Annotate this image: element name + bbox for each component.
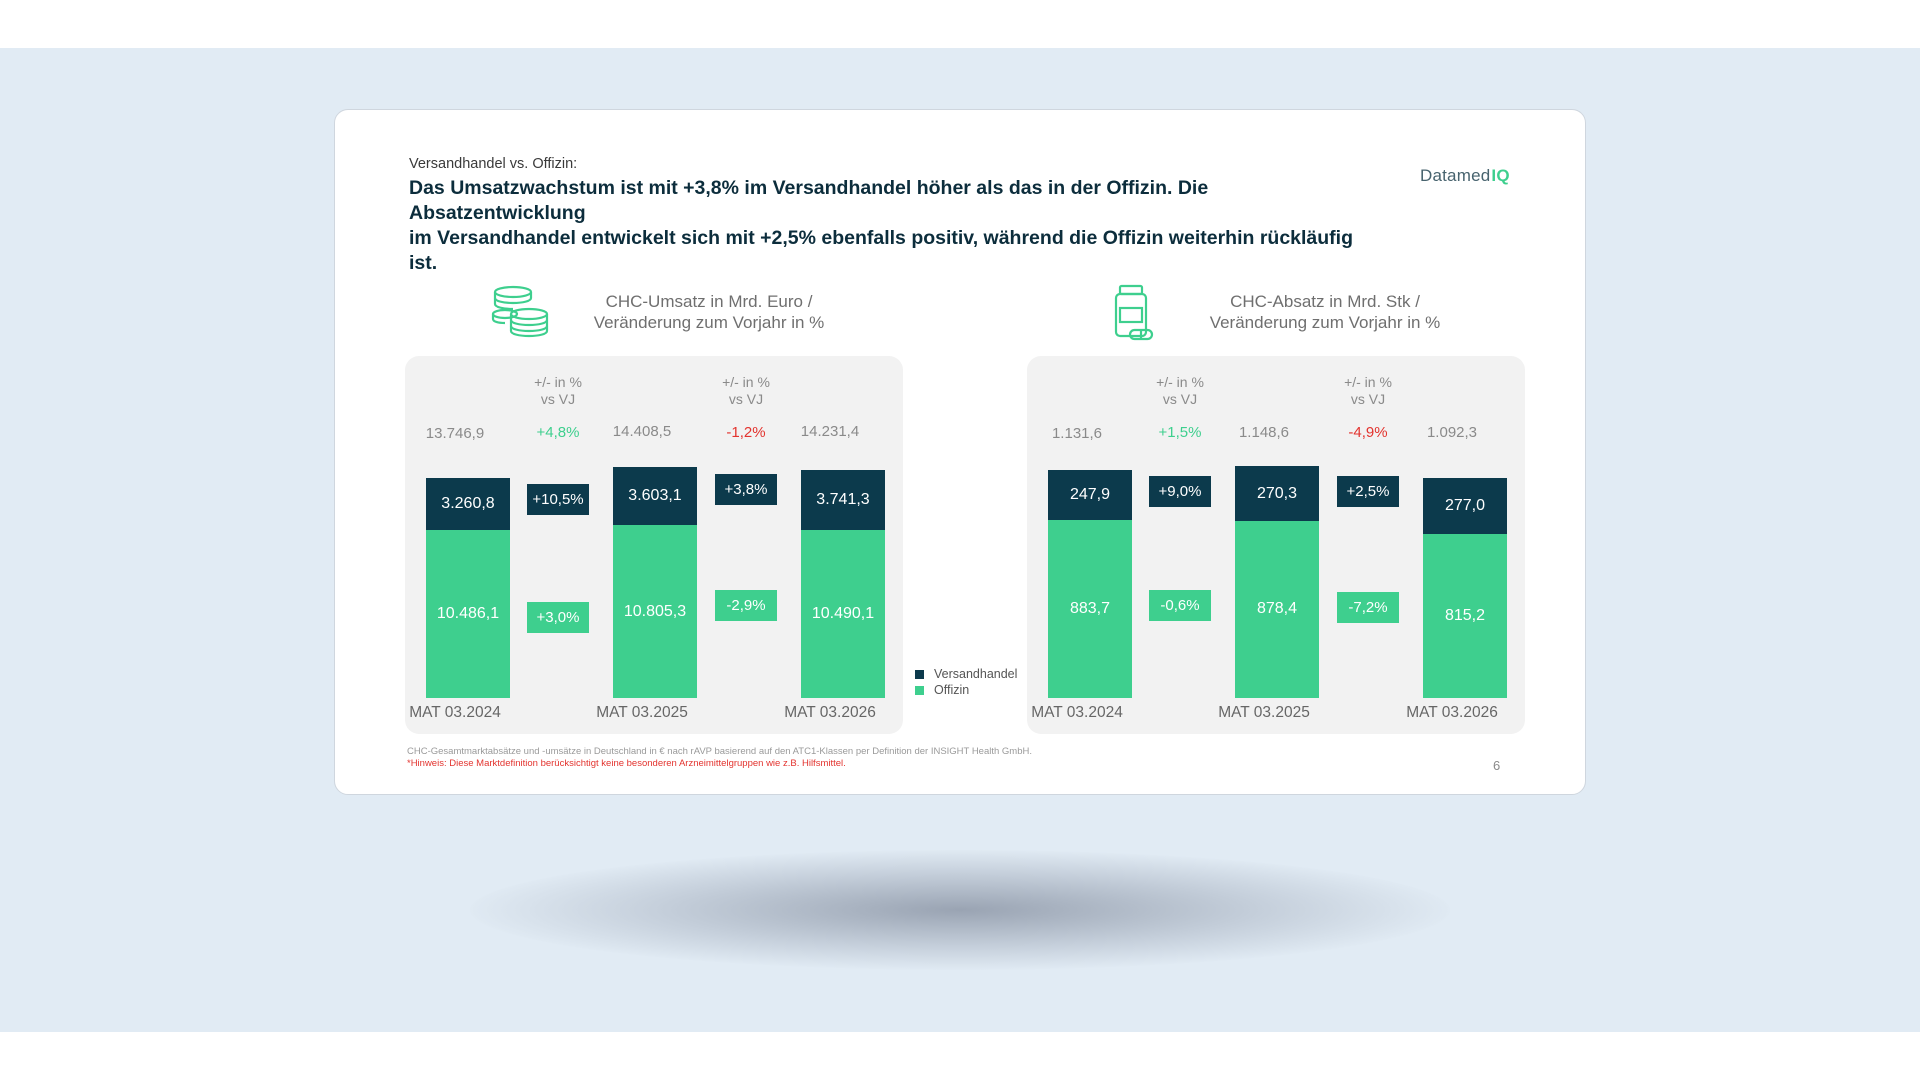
chart2-delta-offizin: -0,6% xyxy=(1149,590,1211,621)
chart2-bar-versandhandel: 247,9 xyxy=(1048,469,1132,520)
chart2-delta-versandhandel: +9,0% xyxy=(1149,476,1211,507)
chart2-delta-offizin: -7,2% xyxy=(1337,592,1399,623)
chart2-delta-total: +1,5% xyxy=(1158,424,1202,441)
legend-swatch-versandhandel xyxy=(915,669,924,679)
chart1-bar-offizin: 10.486,1 xyxy=(426,530,510,698)
footnote-hint: *Hinweis: Diese Marktdefinition berücksi… xyxy=(407,758,846,769)
chart2-bar-versandhandel: 277,0 xyxy=(1423,477,1507,534)
coins-icon xyxy=(491,285,549,338)
slide-shadow xyxy=(470,850,1450,970)
chart2-total-label: 1.148,6 xyxy=(1238,424,1290,441)
chart1-bar-offizin: 10.805,3 xyxy=(613,525,697,698)
chart2-delta-total: -4,9% xyxy=(1348,424,1388,441)
chart1-delta-offizin: -2,9% xyxy=(715,590,777,621)
delta-header-line: +/- in % xyxy=(722,374,770,390)
chart2-x-label: MAT 03.2024 xyxy=(1031,704,1123,721)
chart-legend: Versandhandel Offizin xyxy=(915,666,1017,698)
chart2-delta-header-1: +/- in % vs VJ xyxy=(1130,374,1230,408)
chart2-total-label: 1.131,6 xyxy=(1051,425,1103,442)
chart1-bar-versandhandel: 3.603,1 xyxy=(613,467,697,526)
chart2-title-line-1: CHC-Absatz in Mrd. Stk / xyxy=(1230,292,1420,311)
chart1-bar-versandhandel: 3.741,3 xyxy=(801,470,885,531)
chart1-bar-offizin: 10.490,1 xyxy=(801,530,885,698)
chart2-x-label: MAT 03.2025 xyxy=(1218,704,1310,721)
chart2-bar-offizin: 878,4 xyxy=(1235,520,1319,698)
legend-label: Offizin xyxy=(934,683,970,697)
chart2-bar-versandhandel: 270,3 xyxy=(1235,466,1319,521)
chart1-delta-versandhandel: +3,8% xyxy=(715,474,777,505)
chart2-total-label: 1.092,3 xyxy=(1426,424,1478,441)
chart1-title-line-2: Veränderung zum Vorjahr in % xyxy=(593,313,825,332)
chart2-title: CHC-Absatz in Mrd. Stk / Veränderung zum… xyxy=(1165,291,1485,333)
footnote-source: CHC-Gesamtmarktabsätze und -umsätze in D… xyxy=(407,746,1033,757)
chart1-total-label: 13.746,9 xyxy=(425,425,485,442)
chart2-delta-versandhandel: +2,5% xyxy=(1337,476,1399,507)
delta-header-line: vs VJ xyxy=(540,391,576,407)
chart1-delta-total: +4,8% xyxy=(536,424,580,441)
legend-label: Versandhandel xyxy=(934,667,1018,681)
chart2-delta-header-2: +/- in % vs VJ xyxy=(1318,374,1418,408)
page-number: 6 xyxy=(1493,758,1501,773)
headline-line-1: Das Umsatzwachstum ist mit +3,8% im Vers… xyxy=(409,177,1209,224)
chart1-delta-offizin: +3,0% xyxy=(527,602,589,633)
delta-header-line: vs VJ xyxy=(1162,391,1198,407)
chart1-delta-versandhandel: +10,5% xyxy=(527,484,589,515)
chart2-panel: +/- in % vs VJ +/- in % vs VJ 1.131,6 1.… xyxy=(1027,356,1525,734)
logo-mark: IQ xyxy=(1491,166,1510,185)
chart1-title-line-1: CHC-Umsatz in Mrd. Euro / xyxy=(605,292,813,311)
delta-header-line: vs VJ xyxy=(1350,391,1386,407)
chart1-panel: +/- in % vs VJ +/- in % vs VJ 13.746,9 1… xyxy=(405,356,903,734)
chart1-total-label: 14.408,5 xyxy=(612,423,672,440)
chart1-x-label: MAT 03.2024 xyxy=(409,704,501,721)
chart1-delta-total: -1,2% xyxy=(726,424,766,441)
legend-swatch-offizin xyxy=(915,685,924,695)
chart1-delta-header-2: +/- in % vs VJ xyxy=(696,374,796,408)
medicine-bottle-icon xyxy=(1114,284,1154,341)
chart2-bar-offizin: 815,2 xyxy=(1423,533,1507,698)
delta-header-line: +/- in % xyxy=(534,374,582,390)
chart2-title-line-2: Veränderung zum Vorjahr in % xyxy=(1209,313,1441,332)
legend-item-versandhandel: Versandhandel xyxy=(915,666,1017,682)
chart1-title: CHC-Umsatz in Mrd. Euro / Veränderung zu… xyxy=(549,291,869,333)
chart1-x-label: MAT 03.2026 xyxy=(784,704,876,721)
datamediq-logo: DatamedIQ xyxy=(1420,166,1510,186)
chart2-bar-offizin: 883,7 xyxy=(1048,519,1132,698)
chart1-delta-header-1: +/- in % vs VJ xyxy=(508,374,608,408)
delta-header-line: vs VJ xyxy=(728,391,764,407)
legend-item-offizin: Offizin xyxy=(915,682,1017,698)
chart2-x-label: MAT 03.2026 xyxy=(1406,704,1498,721)
chart1-total-label: 14.231,4 xyxy=(800,423,860,440)
slide: Versandhandel vs. Offizin: Das Umsatzwac… xyxy=(334,109,1586,795)
headline-line-2: im Versandhandel entwickelt sich mit +2,… xyxy=(409,227,1354,274)
delta-header-line: +/- in % xyxy=(1344,374,1392,390)
slide-kicker: Versandhandel vs. Offizin: xyxy=(409,156,578,172)
delta-header-line: +/- in % xyxy=(1156,374,1204,390)
chart1-bar-versandhandel: 3.260,8 xyxy=(426,478,510,531)
logo-text: Datamed xyxy=(1420,166,1491,185)
chart1-x-label: MAT 03.2025 xyxy=(596,704,688,721)
slide-headline: Das Umsatzwachstum ist mit +3,8% im Vers… xyxy=(409,176,1369,276)
